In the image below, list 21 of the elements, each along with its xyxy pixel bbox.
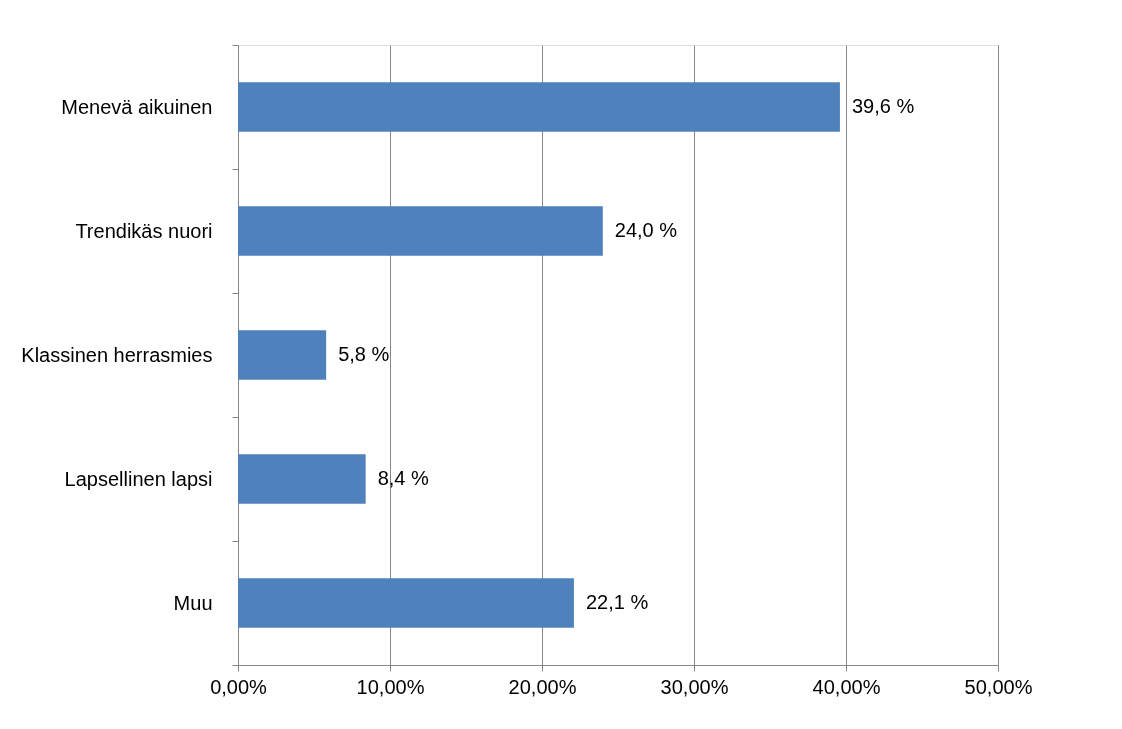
x-tick-label: 30,00% xyxy=(660,675,729,698)
data-label: 8,4 % xyxy=(377,467,430,489)
x-tick-label: 50,00% xyxy=(964,675,1033,698)
data-label: 5,8 % xyxy=(338,343,390,365)
bar xyxy=(238,206,603,256)
y-tick-label: Klassinen herrasmies xyxy=(21,343,213,366)
y-tick-label: Muu xyxy=(173,591,213,614)
y-tick-label: Trendikäs nuori xyxy=(75,219,213,242)
x-tick-label: 0,00% xyxy=(210,675,268,698)
bar xyxy=(238,330,327,380)
x-tick-label: 20,00% xyxy=(508,675,577,698)
bar xyxy=(238,454,366,504)
x-tick-label: 10,00% xyxy=(356,675,425,698)
bar xyxy=(238,82,840,132)
y-tick-label: Menevä aikuinen xyxy=(61,95,213,118)
bar xyxy=(238,578,574,628)
x-tick-label: 40,00% xyxy=(812,675,881,698)
data-label: 24,0 % xyxy=(614,219,678,241)
data-label: 39,6 % xyxy=(851,95,915,117)
y-tick-label: Lapsellinen lapsi xyxy=(64,467,213,490)
data-label: 22,1 % xyxy=(585,591,649,613)
